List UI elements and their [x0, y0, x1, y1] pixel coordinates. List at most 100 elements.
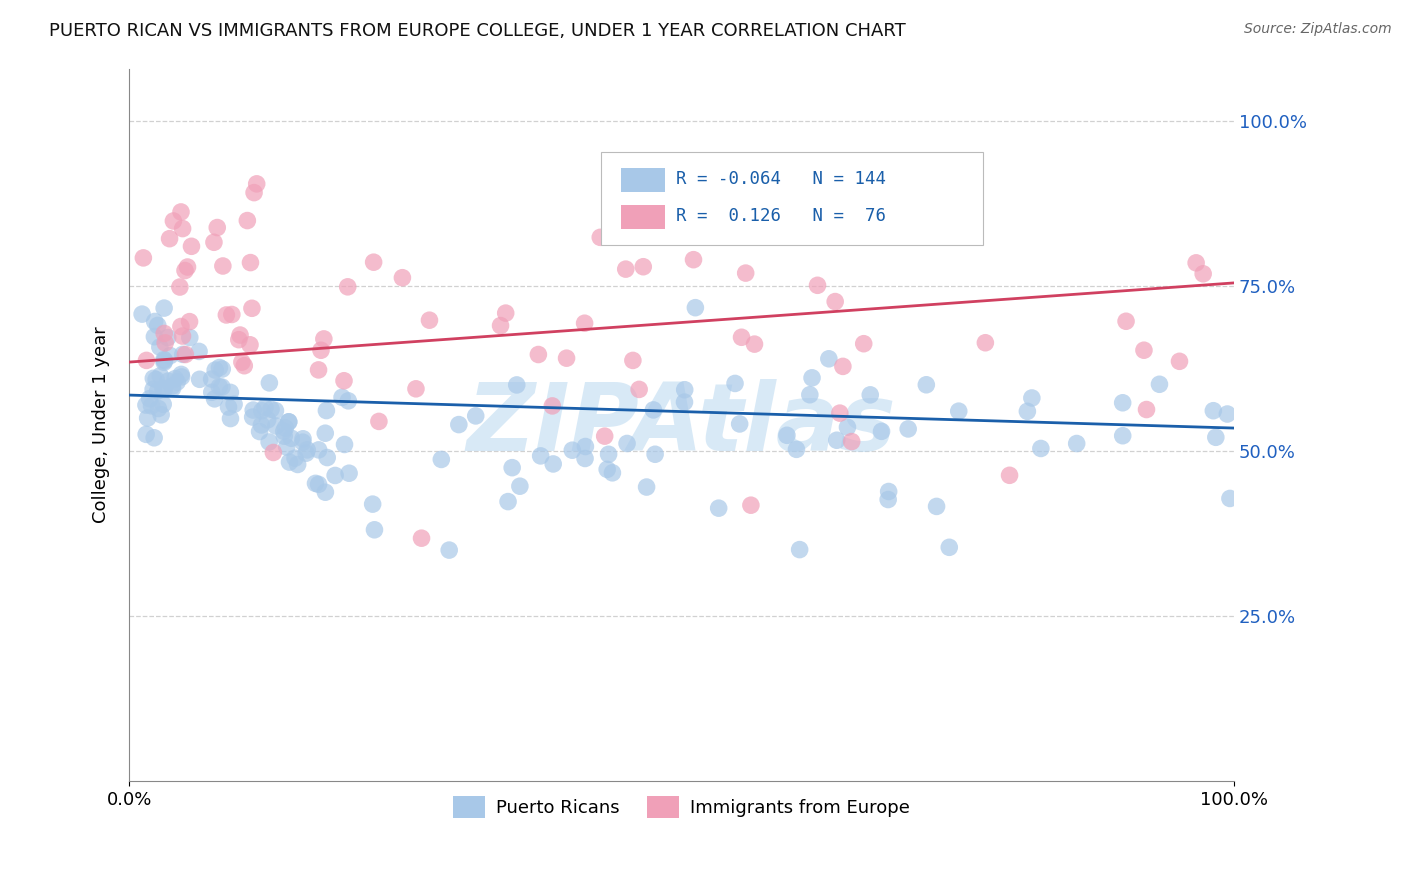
Point	[1135, 402, 1157, 417]
Point	[740, 498, 762, 512]
Point	[170, 368, 193, 382]
Point	[1066, 436, 1088, 450]
Point	[367, 414, 389, 428]
Point	[336, 280, 359, 294]
Point	[915, 377, 938, 392]
Text: ZIPAtlas: ZIPAtlas	[467, 379, 896, 471]
Point	[596, 462, 619, 476]
Point	[170, 205, 193, 219]
Point	[153, 382, 176, 396]
Point	[574, 451, 596, 466]
Point	[260, 402, 283, 417]
Point	[506, 378, 529, 392]
Point	[142, 382, 165, 396]
Point	[1216, 407, 1239, 421]
Point	[391, 270, 413, 285]
Point	[1021, 391, 1043, 405]
Point	[204, 363, 226, 377]
Point	[673, 383, 696, 397]
Bar	[620, 168, 665, 192]
Point	[277, 415, 299, 429]
Point	[287, 458, 309, 472]
Point	[172, 329, 194, 343]
Point	[316, 450, 339, 465]
Point	[239, 255, 262, 269]
Point	[309, 343, 332, 358]
Point	[297, 442, 319, 457]
Point	[152, 397, 174, 411]
Point	[495, 306, 517, 320]
Point	[418, 313, 440, 327]
Point	[153, 335, 176, 350]
Point	[1192, 267, 1215, 281]
Point	[149, 340, 172, 354]
Point	[135, 398, 157, 412]
Point	[264, 419, 287, 434]
Point	[202, 235, 225, 250]
Point	[242, 410, 264, 425]
Point	[1205, 430, 1227, 444]
Text: R = -0.064   N = 144: R = -0.064 N = 144	[676, 170, 886, 188]
Point	[799, 388, 821, 402]
Point	[616, 436, 638, 450]
Point	[541, 399, 564, 413]
Point	[337, 467, 360, 481]
Point	[593, 429, 616, 443]
Point	[159, 232, 181, 246]
Point	[643, 403, 665, 417]
Point	[489, 318, 512, 333]
Point	[146, 384, 169, 398]
Point	[179, 330, 201, 344]
Point	[172, 221, 194, 235]
Point	[628, 383, 651, 397]
Point	[236, 213, 259, 227]
Point	[728, 417, 751, 431]
Point	[165, 371, 187, 385]
Point	[249, 425, 271, 439]
Point	[160, 379, 183, 393]
Point	[207, 220, 229, 235]
Point	[274, 421, 297, 435]
Point	[437, 543, 460, 558]
Point	[277, 415, 299, 429]
Point	[789, 542, 811, 557]
Point	[621, 353, 644, 368]
Point	[363, 255, 385, 269]
Point	[208, 360, 231, 375]
Point	[501, 460, 523, 475]
Point	[530, 449, 553, 463]
Point	[284, 451, 307, 466]
Point	[841, 434, 863, 449]
Point	[527, 347, 550, 361]
Point	[447, 417, 470, 432]
Point	[308, 477, 330, 491]
Point	[859, 388, 882, 402]
Text: Source: ZipAtlas.com: Source: ZipAtlas.com	[1244, 22, 1392, 37]
Point	[724, 376, 747, 391]
Point	[314, 485, 336, 500]
Point	[201, 385, 224, 400]
Point	[145, 372, 167, 386]
Point	[143, 314, 166, 328]
Point	[222, 397, 245, 411]
Point	[143, 329, 166, 343]
Point	[132, 251, 155, 265]
Point	[162, 381, 184, 395]
Point	[363, 523, 385, 537]
Point	[239, 338, 262, 352]
Point	[250, 403, 273, 417]
Point	[337, 393, 360, 408]
Point	[174, 263, 197, 277]
Y-axis label: College, Under 1 year: College, Under 1 year	[93, 326, 110, 523]
Point	[208, 380, 231, 394]
Point	[170, 370, 193, 384]
Point	[262, 445, 284, 459]
Point	[602, 466, 624, 480]
Point	[159, 349, 181, 363]
Point	[250, 417, 273, 432]
Point	[636, 480, 658, 494]
Point	[174, 347, 197, 361]
Point	[1133, 343, 1156, 358]
Point	[974, 335, 997, 350]
Text: PUERTO RICAN VS IMMIGRANTS FROM EUROPE COLLEGE, UNDER 1 YEAR CORRELATION CHART: PUERTO RICAN VS IMMIGRANTS FROM EUROPE C…	[49, 22, 905, 40]
